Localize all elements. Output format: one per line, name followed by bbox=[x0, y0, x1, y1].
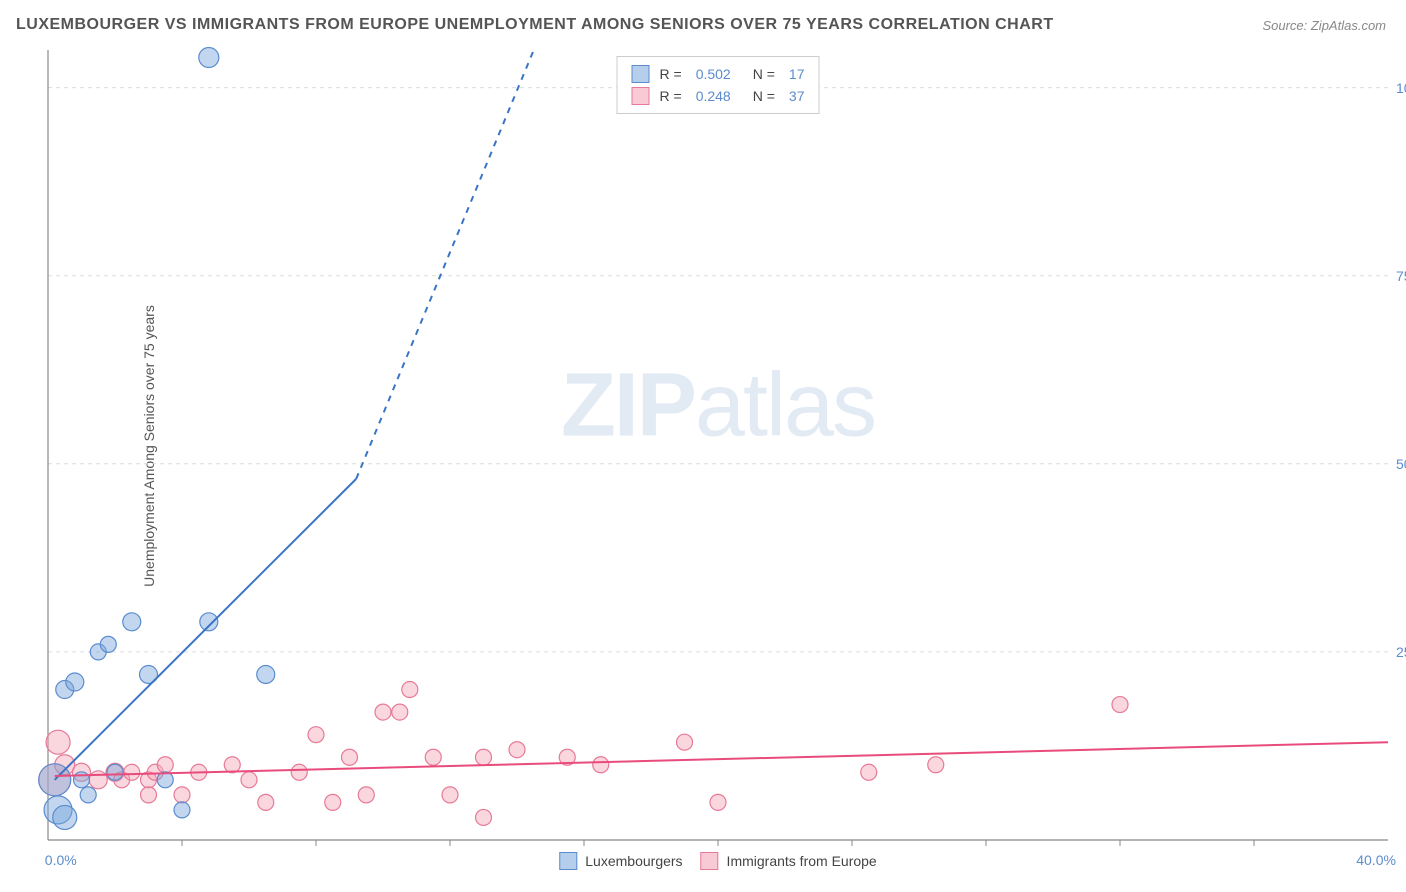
source-attribution: Source: ZipAtlas.com bbox=[1262, 18, 1386, 33]
r-label: R = bbox=[660, 88, 682, 104]
n-value: 37 bbox=[789, 88, 805, 104]
n-label: N = bbox=[753, 88, 775, 104]
swatch-immigrants bbox=[632, 87, 650, 105]
y-tick-label: 50.0% bbox=[1396, 456, 1406, 472]
r-value: 0.502 bbox=[696, 66, 731, 82]
r-label: R = bbox=[660, 66, 682, 82]
chart-title: LUXEMBOURGER VS IMMIGRANTS FROM EUROPE U… bbox=[16, 16, 1054, 34]
legend-item-luxembourgers: Luxembourgers bbox=[559, 852, 682, 870]
correlation-legend: R = 0.502 N = 17 R = 0.248 N = 37 bbox=[617, 56, 820, 114]
scatter-plot bbox=[48, 50, 1388, 840]
y-tick-label: 25.0% bbox=[1396, 644, 1406, 660]
legend-label: Immigrants from Europe bbox=[727, 853, 877, 869]
series-legend: Luxembourgers Immigrants from Europe bbox=[559, 852, 876, 870]
n-value: 17 bbox=[789, 66, 805, 82]
legend-row-luxembourgers: R = 0.502 N = 17 bbox=[632, 63, 805, 85]
x-tick-label: 40.0% bbox=[1356, 852, 1396, 868]
swatch-immigrants bbox=[701, 852, 719, 870]
swatch-luxembourgers bbox=[559, 852, 577, 870]
r-value: 0.248 bbox=[696, 88, 731, 104]
x-tick-label: 0.0% bbox=[45, 852, 77, 868]
chart-container: ZIPatlas R = 0.502 N = 17 R = 0.248 N = … bbox=[48, 50, 1388, 840]
legend-row-immigrants: R = 0.248 N = 37 bbox=[632, 85, 805, 107]
swatch-luxembourgers bbox=[632, 65, 650, 83]
legend-item-immigrants: Immigrants from Europe bbox=[701, 852, 877, 870]
y-tick-label: 75.0% bbox=[1396, 268, 1406, 284]
legend-label: Luxembourgers bbox=[585, 853, 682, 869]
n-label: N = bbox=[753, 66, 775, 82]
y-tick-label: 100.0% bbox=[1396, 80, 1406, 96]
